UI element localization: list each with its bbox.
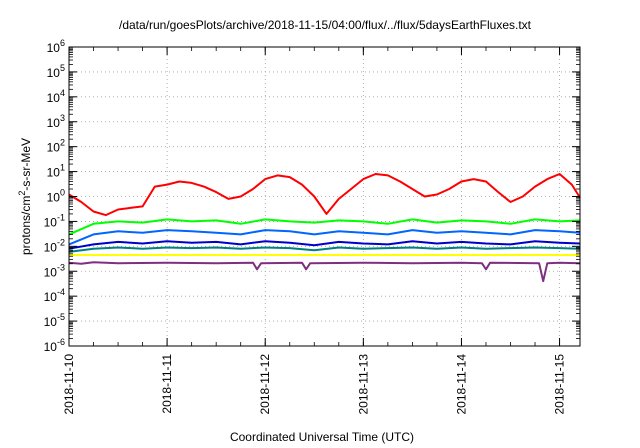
- y-tick-base: 10: [44, 240, 58, 254]
- y-tick-base: 10: [47, 116, 61, 130]
- y-tick-label: 10-3: [44, 262, 65, 279]
- x-tick-label: 2018-11-14: [454, 354, 468, 415]
- y-tick-base: 10: [47, 141, 61, 155]
- y-tick-label: 10-2: [44, 237, 65, 254]
- x-tick-label: 2018-11-15: [553, 354, 567, 415]
- series-group: [68, 173, 581, 283]
- y-tick-label: 10-1: [44, 212, 65, 229]
- y-axis-label-rest: -s-sr-MeV: [19, 138, 33, 191]
- y-tick-label: 10-5: [44, 312, 65, 329]
- y-tick-base: 10: [44, 215, 58, 229]
- y-tick-base: 10: [47, 66, 61, 80]
- y-tick-base: 10: [44, 340, 58, 354]
- x-tick-label: 2018-11-12: [258, 354, 272, 415]
- y-tick-exponent: 2: [60, 138, 65, 148]
- series-line: [68, 218, 581, 236]
- y-tick-exponent: 5: [60, 63, 65, 73]
- y-axis-label-sup: 2: [17, 191, 27, 196]
- x-tick-label: 2018-11-13: [356, 354, 370, 415]
- y-tick-exponent: -6: [57, 337, 65, 347]
- y-axis-label: protons/cm2-s-sr-MeV: [17, 138, 33, 255]
- y-tick-base: 10: [44, 290, 58, 304]
- y-tick-exponent: -5: [57, 312, 65, 322]
- y-tick-base: 10: [44, 315, 58, 329]
- y-tick-base: 10: [47, 191, 61, 205]
- y-tick-exponent: 1: [60, 163, 65, 173]
- y-tick-label: 101: [47, 163, 65, 180]
- series-line: [68, 246, 581, 253]
- y-tick-label: 106: [47, 38, 65, 55]
- y-tick-label: 105: [47, 63, 65, 80]
- ticks: 10-610-510-410-310-210-11001011021031041…: [44, 38, 580, 415]
- chart-title: /data/run/goesPlots/archive/2018-11-15/0…: [119, 18, 532, 32]
- y-tick-exponent: 3: [60, 113, 65, 123]
- y-tick-label: 102: [47, 138, 65, 155]
- series-line: [68, 240, 581, 250]
- y-tick-exponent: -4: [57, 287, 65, 297]
- y-tick-exponent: -1: [57, 212, 65, 222]
- series-line: [68, 173, 581, 217]
- y-axis-label-base: protons/cm: [19, 196, 33, 255]
- y-tick-exponent: -2: [57, 237, 65, 247]
- x-tick-label: 2018-11-10: [62, 354, 76, 415]
- x-axis-label: Coordinated Universal Time (UTC): [230, 430, 414, 444]
- y-tick-exponent: 4: [60, 88, 65, 98]
- y-tick-base: 10: [47, 166, 61, 180]
- y-tick-label: 100: [47, 188, 65, 205]
- y-tick-exponent: 6: [60, 38, 65, 48]
- y-tick-exponent: 0: [60, 188, 65, 198]
- y-tick-base: 10: [47, 41, 61, 55]
- y-tick-exponent: -3: [57, 262, 65, 272]
- y-tick-label: 10-6: [44, 337, 65, 354]
- y-tick-label: 103: [47, 113, 65, 130]
- series-line: [68, 261, 581, 283]
- y-tick-base: 10: [44, 265, 58, 279]
- y-tick-label: 104: [47, 88, 65, 105]
- y-tick-base: 10: [47, 91, 61, 105]
- series-line: [68, 229, 581, 246]
- x-tick-label: 2018-11-11: [160, 354, 174, 414]
- y-tick-label: 10-4: [44, 287, 65, 304]
